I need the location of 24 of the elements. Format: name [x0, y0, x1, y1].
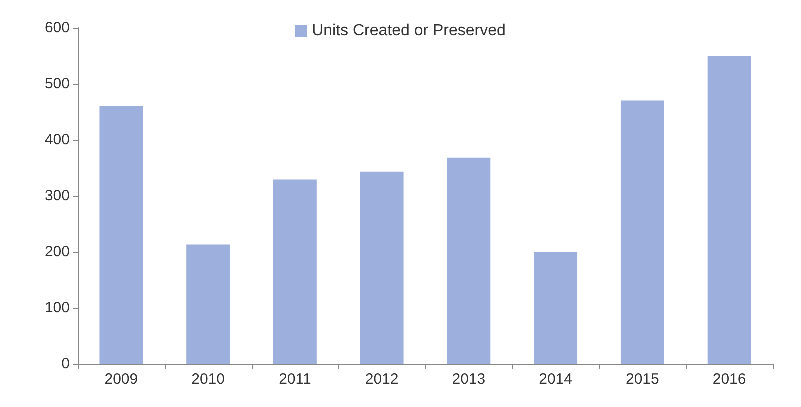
- y-tick-label: 100: [44, 300, 70, 316]
- y-tick-label: 200: [44, 244, 70, 260]
- x-tick-label: 2012: [365, 371, 399, 388]
- x-tick-label: 2010: [192, 371, 225, 388]
- bar: [708, 56, 752, 364]
- y-tick-label: 500: [44, 76, 70, 92]
- y-tick-label: 0: [62, 356, 70, 372]
- x-tick-label: 2011: [279, 371, 312, 388]
- x-tick-label: 2014: [539, 371, 572, 388]
- x-tick-label: 2013: [452, 371, 486, 388]
- y-tick-label: 300: [44, 188, 70, 204]
- x-tick-label: 2016: [712, 371, 746, 388]
- bar: [360, 172, 404, 364]
- bar: [186, 244, 230, 364]
- x-tick-label: 2009: [104, 371, 138, 388]
- bar: [100, 106, 144, 364]
- bar: [620, 100, 664, 364]
- bar: [534, 252, 578, 364]
- y-tick-label: 600: [44, 20, 70, 36]
- bar: [447, 158, 491, 364]
- bar: [273, 180, 317, 364]
- y-tick-label: 400: [44, 132, 70, 148]
- x-tick-label: 2015: [626, 371, 660, 388]
- legend-label: Units Created or Preserved: [312, 22, 506, 40]
